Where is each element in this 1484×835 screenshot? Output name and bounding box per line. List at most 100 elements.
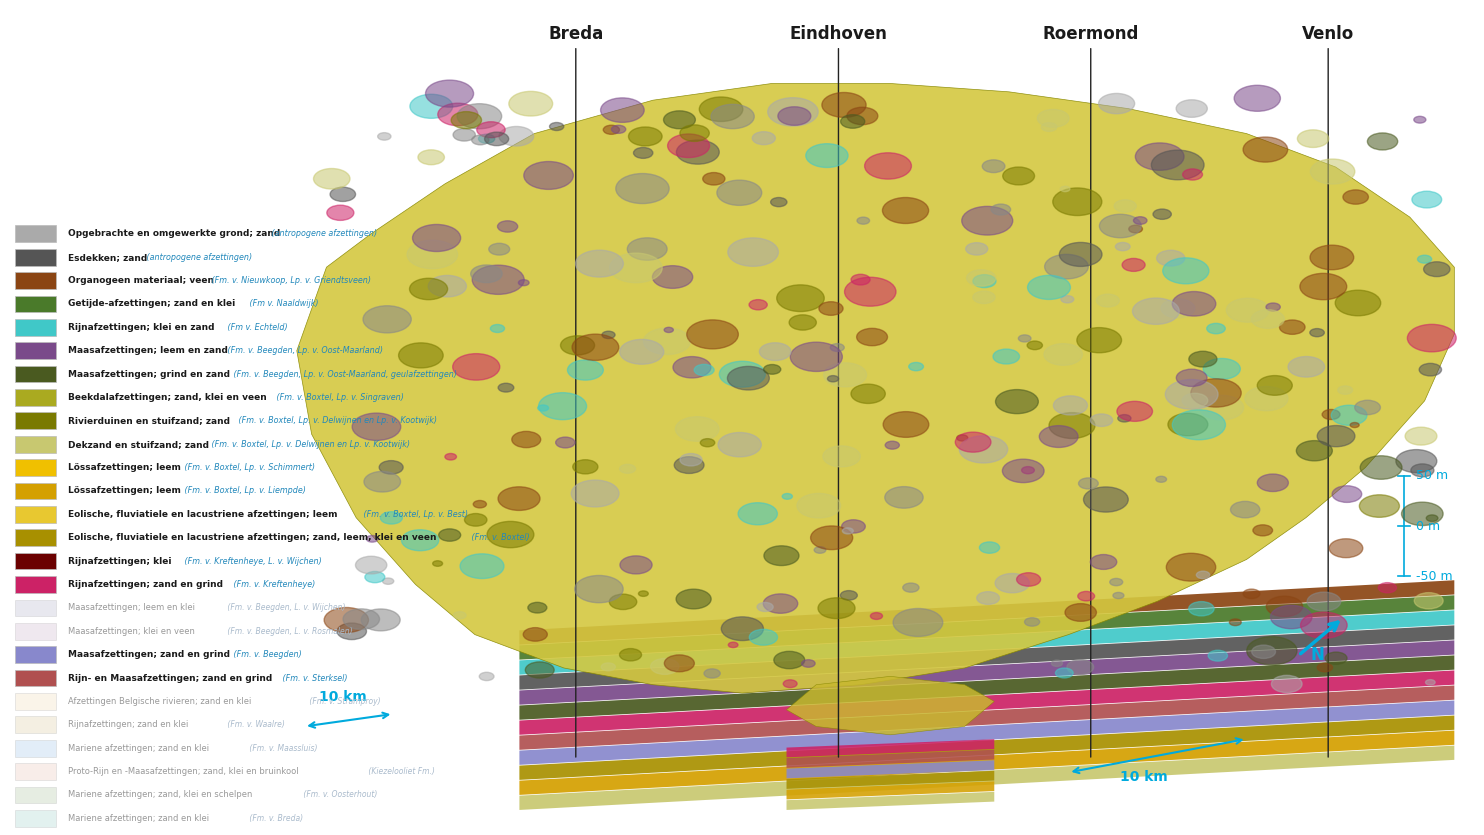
- Text: Eolische, fluviatiele en lacustriene afzettingen; leem: Eolische, fluviatiele en lacustriene afz…: [68, 510, 338, 519]
- Circle shape: [996, 390, 1039, 413]
- Circle shape: [1045, 255, 1088, 279]
- Circle shape: [672, 357, 711, 378]
- Circle shape: [1002, 459, 1045, 483]
- Circle shape: [1310, 245, 1353, 270]
- Circle shape: [699, 97, 743, 121]
- Circle shape: [1244, 589, 1260, 599]
- Text: (antropogene afzettingen): (antropogene afzettingen): [144, 253, 252, 261]
- Circle shape: [1156, 250, 1184, 266]
- Text: Mariene afzettingen; zand, klei en schelpen: Mariene afzettingen; zand, klei en schel…: [68, 791, 252, 799]
- Circle shape: [512, 432, 540, 448]
- Circle shape: [611, 125, 626, 134]
- Circle shape: [1407, 324, 1456, 352]
- Circle shape: [1168, 413, 1208, 436]
- Circle shape: [957, 435, 968, 441]
- Circle shape: [1247, 636, 1297, 665]
- Circle shape: [1252, 525, 1273, 536]
- Circle shape: [601, 98, 644, 123]
- Text: (Fm. v. Boxtel, Lp. v. Schimmert): (Fm. v. Boxtel, Lp. v. Schimmert): [183, 463, 315, 472]
- Text: Rijn- en Maasafzettingen; zand en grind: Rijn- en Maasafzettingen; zand en grind: [68, 674, 273, 682]
- Circle shape: [518, 280, 530, 286]
- Circle shape: [1251, 645, 1276, 659]
- Circle shape: [966, 270, 996, 286]
- Circle shape: [653, 266, 693, 288]
- Circle shape: [367, 535, 378, 542]
- Polygon shape: [787, 792, 994, 810]
- Text: (Fm. v. Boxtel, Lp. v. Liempde): (Fm. v. Boxtel, Lp. v. Liempde): [183, 487, 306, 495]
- FancyBboxPatch shape: [15, 319, 56, 336]
- Text: (Fm. v. Boxtel, Lp. v. Delwijnen en Lp. v. Kootwijk): (Fm. v. Boxtel, Lp. v. Delwijnen en Lp. …: [236, 417, 438, 425]
- Circle shape: [1325, 652, 1347, 665]
- Circle shape: [1208, 650, 1227, 661]
- Text: Organogeen materiaal; veen: Organogeen materiaal; veen: [68, 276, 214, 285]
- Text: Rijnafzettingen; zand en grind: Rijnafzettingen; zand en grind: [68, 580, 223, 589]
- Circle shape: [610, 595, 637, 610]
- Circle shape: [982, 159, 1005, 173]
- Circle shape: [1055, 668, 1073, 678]
- Circle shape: [1042, 123, 1057, 131]
- Circle shape: [850, 384, 886, 403]
- Circle shape: [457, 104, 502, 129]
- Circle shape: [764, 546, 798, 565]
- Circle shape: [509, 91, 552, 116]
- Circle shape: [776, 285, 824, 311]
- Circle shape: [539, 392, 586, 420]
- Circle shape: [1343, 190, 1368, 205]
- Circle shape: [806, 144, 847, 168]
- Circle shape: [1318, 663, 1333, 672]
- Circle shape: [824, 362, 867, 387]
- Text: (Fm. v. Kreftenheye): (Fm. v. Kreftenheye): [232, 580, 315, 589]
- Circle shape: [418, 149, 444, 164]
- Circle shape: [1165, 380, 1218, 409]
- Circle shape: [571, 480, 619, 507]
- Circle shape: [429, 276, 466, 297]
- Circle shape: [472, 135, 488, 144]
- Text: (Fm. v. Kreftenheye, L. v. Wijchen): (Fm. v. Kreftenheye, L. v. Wijchen): [183, 557, 322, 565]
- Text: (Fm. v. Beegden, L. v. Wijchen): (Fm. v. Beegden, L. v. Wijchen): [226, 604, 346, 612]
- Text: Maasafzettingen; klei en veen: Maasafzettingen; klei en veen: [68, 627, 194, 635]
- Circle shape: [571, 334, 619, 361]
- Circle shape: [433, 561, 442, 566]
- Circle shape: [537, 405, 549, 411]
- Circle shape: [1330, 539, 1362, 558]
- Circle shape: [830, 343, 844, 352]
- Circle shape: [1270, 605, 1312, 629]
- FancyBboxPatch shape: [15, 483, 56, 499]
- Circle shape: [380, 461, 404, 474]
- Polygon shape: [787, 739, 994, 757]
- Circle shape: [364, 306, 411, 333]
- Circle shape: [377, 133, 390, 140]
- Circle shape: [959, 436, 1008, 463]
- Circle shape: [1166, 554, 1215, 581]
- Circle shape: [567, 360, 604, 380]
- Circle shape: [629, 127, 662, 146]
- Circle shape: [1235, 85, 1281, 111]
- Circle shape: [1426, 680, 1435, 685]
- Polygon shape: [519, 701, 1454, 765]
- Circle shape: [1288, 357, 1325, 377]
- Circle shape: [738, 503, 778, 525]
- Text: (Fm. v. Maassluis): (Fm. v. Maassluis): [246, 744, 318, 752]
- Polygon shape: [297, 84, 1454, 693]
- Circle shape: [1251, 310, 1284, 328]
- Text: 10 km: 10 km: [319, 691, 367, 705]
- Circle shape: [1401, 502, 1442, 525]
- Circle shape: [1229, 619, 1241, 625]
- Circle shape: [524, 628, 548, 641]
- Circle shape: [675, 417, 720, 441]
- Circle shape: [1051, 660, 1063, 666]
- Circle shape: [1100, 215, 1141, 238]
- Circle shape: [893, 609, 942, 636]
- Circle shape: [1079, 478, 1098, 489]
- Circle shape: [383, 578, 393, 584]
- FancyBboxPatch shape: [15, 740, 56, 757]
- Text: 10 km: 10 km: [1120, 770, 1168, 784]
- Circle shape: [453, 612, 466, 619]
- Circle shape: [1021, 467, 1034, 473]
- Text: Rijnafzettingen; klei en zand: Rijnafzettingen; klei en zand: [68, 323, 215, 331]
- Circle shape: [962, 206, 1012, 235]
- Text: (Fm. v. Beegden, Lp. v. Oost-Maarland): (Fm. v. Beegden, Lp. v. Oost-Maarland): [226, 347, 383, 355]
- Text: (Fm. v. Stramproy): (Fm. v. Stramproy): [307, 697, 380, 706]
- Text: (antropogene afzettingen): (antropogene afzettingen): [269, 230, 377, 238]
- Circle shape: [470, 265, 502, 283]
